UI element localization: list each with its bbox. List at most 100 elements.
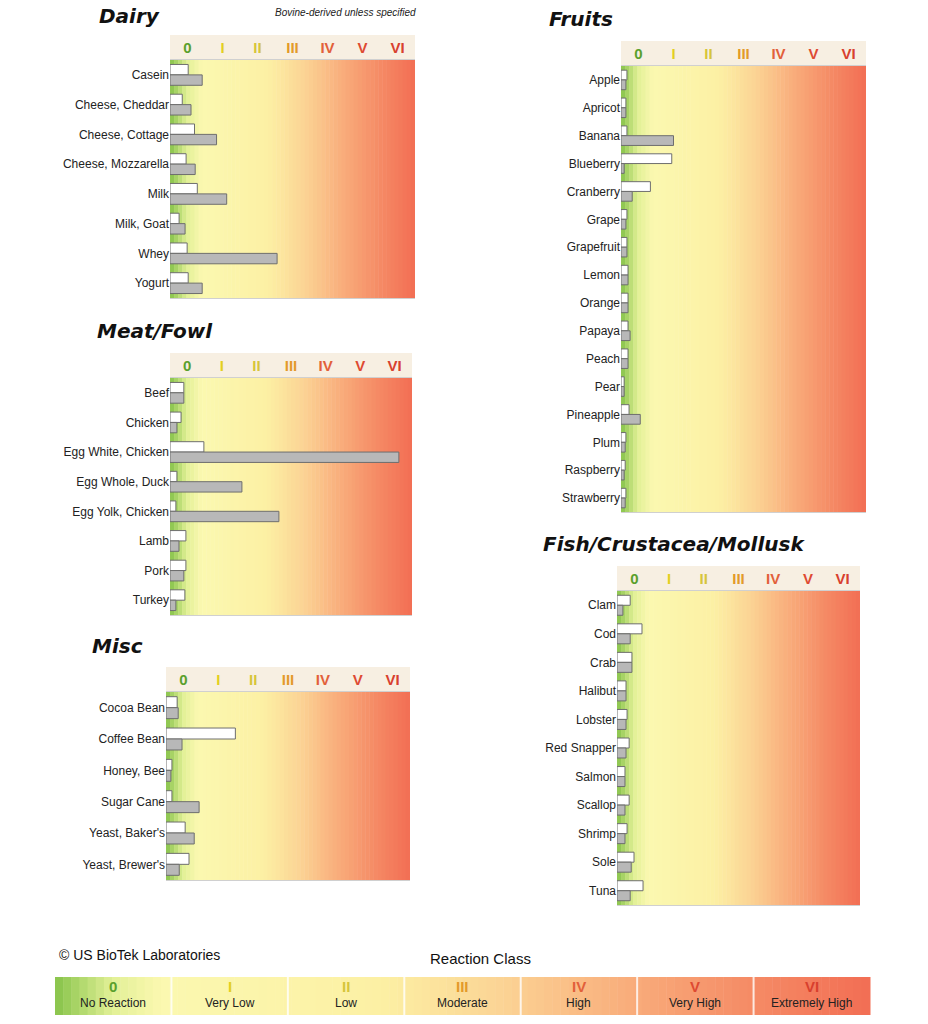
svg-text:III: III bbox=[737, 45, 750, 62]
svg-text:Casein: Casein bbox=[132, 68, 169, 82]
svg-text:III: III bbox=[286, 39, 299, 56]
svg-text:High: High bbox=[566, 996, 591, 1010]
svg-text:0: 0 bbox=[183, 357, 191, 374]
svg-text:Papaya: Papaya bbox=[579, 324, 620, 338]
svg-text:VI: VI bbox=[390, 39, 404, 56]
svg-text:Banana: Banana bbox=[579, 129, 621, 143]
svg-text:Bovine-derived unless specifie: Bovine-derived unless specified bbox=[275, 7, 416, 18]
svg-text:Yeast, Baker's: Yeast, Baker's bbox=[89, 826, 165, 840]
svg-text:Pork: Pork bbox=[144, 564, 170, 578]
svg-text:0: 0 bbox=[634, 45, 642, 62]
svg-text:Cranberry: Cranberry bbox=[567, 185, 620, 199]
svg-text:V: V bbox=[803, 570, 813, 587]
svg-text:Tuna: Tuna bbox=[589, 884, 616, 898]
svg-text:VI: VI bbox=[805, 978, 819, 995]
svg-text:I: I bbox=[228, 978, 232, 995]
svg-text:IV: IV bbox=[318, 357, 332, 374]
svg-text:III: III bbox=[282, 671, 295, 688]
svg-text:III: III bbox=[732, 570, 745, 587]
svg-text:Coffee Bean: Coffee Bean bbox=[99, 732, 166, 746]
svg-text:Shrimp: Shrimp bbox=[578, 827, 616, 841]
svg-text:Sugar Cane: Sugar Cane bbox=[101, 795, 165, 809]
svg-text:VI: VI bbox=[385, 671, 399, 688]
svg-text:Whey: Whey bbox=[138, 247, 169, 261]
svg-text:Cheese, Cottage: Cheese, Cottage bbox=[79, 128, 169, 142]
svg-text:Beef: Beef bbox=[144, 386, 169, 400]
svg-text:Strawberry: Strawberry bbox=[562, 491, 620, 505]
svg-text:II: II bbox=[700, 570, 708, 587]
svg-text:VI: VI bbox=[388, 357, 402, 374]
svg-text:Cheese, Mozzarella: Cheese, Mozzarella bbox=[63, 157, 169, 171]
svg-text:IV: IV bbox=[316, 671, 330, 688]
svg-text:Crab: Crab bbox=[590, 656, 616, 670]
svg-text:V: V bbox=[690, 978, 700, 995]
svg-text:VI: VI bbox=[841, 45, 855, 62]
svg-text:Grape: Grape bbox=[587, 213, 621, 227]
svg-text:Milk: Milk bbox=[148, 187, 170, 201]
svg-text:Low: Low bbox=[335, 996, 357, 1010]
svg-text:Egg Whole, Duck: Egg Whole, Duck bbox=[76, 475, 170, 489]
svg-text:Extremely High: Extremely High bbox=[771, 996, 852, 1010]
svg-text:I: I bbox=[216, 671, 220, 688]
svg-text:Egg Yolk, Chicken: Egg Yolk, Chicken bbox=[72, 505, 169, 519]
svg-text:I: I bbox=[671, 45, 675, 62]
svg-text:Lobster: Lobster bbox=[576, 713, 616, 727]
svg-text:0: 0 bbox=[179, 671, 187, 688]
svg-text:Red Snapper: Red Snapper bbox=[545, 741, 616, 755]
svg-text:V: V bbox=[808, 45, 818, 62]
svg-text:Reaction Class: Reaction Class bbox=[430, 950, 531, 967]
svg-text:IV: IV bbox=[766, 570, 780, 587]
svg-text:© US BioTek Laboratories: © US BioTek Laboratories bbox=[59, 947, 220, 963]
svg-text:V: V bbox=[353, 671, 363, 688]
svg-text:I: I bbox=[667, 570, 671, 587]
svg-text:Yeast, Brewer's: Yeast, Brewer's bbox=[82, 858, 165, 872]
svg-text:IV: IV bbox=[771, 45, 785, 62]
svg-text:0: 0 bbox=[183, 39, 191, 56]
svg-text:No Reaction: No Reaction bbox=[80, 996, 146, 1010]
svg-text:Lamb: Lamb bbox=[139, 534, 169, 548]
svg-text:Cod: Cod bbox=[594, 627, 616, 641]
svg-text:II: II bbox=[252, 357, 260, 374]
svg-text:Honey, Bee: Honey, Bee bbox=[103, 764, 165, 778]
svg-text:Cocoa Bean: Cocoa Bean bbox=[99, 701, 165, 715]
svg-text:V: V bbox=[357, 39, 367, 56]
svg-text:Raspberry: Raspberry bbox=[565, 463, 620, 477]
svg-text:0: 0 bbox=[109, 978, 117, 995]
svg-text:Plum: Plum bbox=[593, 436, 620, 450]
svg-text:Turkey: Turkey bbox=[133, 593, 169, 607]
svg-text:Misc: Misc bbox=[92, 634, 143, 658]
svg-text:Moderate: Moderate bbox=[437, 996, 488, 1010]
svg-text:Dairy: Dairy bbox=[99, 4, 160, 28]
svg-text:III: III bbox=[456, 978, 469, 995]
svg-text:Chicken: Chicken bbox=[126, 416, 169, 430]
svg-text:0: 0 bbox=[630, 570, 638, 587]
svg-text:Salmon: Salmon bbox=[575, 770, 616, 784]
svg-text:II: II bbox=[249, 671, 257, 688]
svg-text:Fish/Crustacea/Mollusk: Fish/Crustacea/Mollusk bbox=[543, 532, 805, 556]
svg-text:Peach: Peach bbox=[586, 352, 620, 366]
svg-text:IV: IV bbox=[320, 39, 334, 56]
svg-text:Scallop: Scallop bbox=[577, 798, 617, 812]
svg-text:Clam: Clam bbox=[588, 598, 616, 612]
svg-text:Cheese, Cheddar: Cheese, Cheddar bbox=[75, 98, 169, 112]
svg-text:Lemon: Lemon bbox=[583, 268, 620, 282]
svg-text:Sole: Sole bbox=[592, 855, 616, 869]
svg-text:Halibut: Halibut bbox=[579, 684, 617, 698]
svg-text:Egg White, Chicken: Egg White, Chicken bbox=[64, 445, 169, 459]
svg-text:III: III bbox=[285, 357, 298, 374]
svg-text:Very Low: Very Low bbox=[205, 996, 255, 1010]
svg-text:VI: VI bbox=[836, 570, 850, 587]
svg-text:Blueberry: Blueberry bbox=[569, 157, 620, 171]
svg-text:II: II bbox=[253, 39, 261, 56]
svg-text:Orange: Orange bbox=[580, 296, 620, 310]
svg-text:I: I bbox=[220, 357, 224, 374]
svg-text:II: II bbox=[704, 45, 712, 62]
svg-text:Meat/Fowl: Meat/Fowl bbox=[97, 319, 213, 343]
svg-text:IV: IV bbox=[572, 978, 586, 995]
svg-text:II: II bbox=[342, 978, 350, 995]
svg-text:Very High: Very High bbox=[669, 996, 721, 1010]
svg-text:Pear: Pear bbox=[595, 380, 620, 394]
svg-text:Grapefruit: Grapefruit bbox=[567, 240, 621, 254]
svg-text:Apricot: Apricot bbox=[583, 101, 621, 115]
svg-text:Fruits: Fruits bbox=[549, 7, 613, 31]
